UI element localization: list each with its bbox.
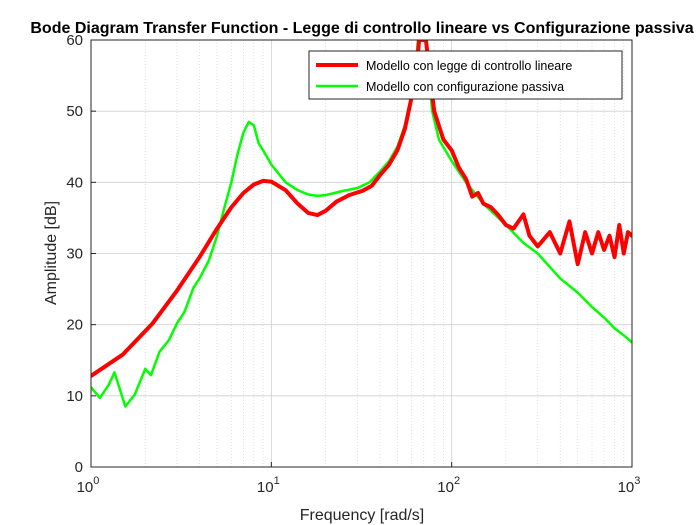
y-tick-label: 30 [66, 246, 83, 263]
y-tick-label: 20 [66, 317, 83, 334]
y-tick-label: 10 [66, 388, 83, 405]
chart-title: Bode Diagram Transfer Function - Legge d… [30, 20, 693, 37]
x-tick-label: 103 [618, 475, 641, 496]
x-tick-label: 100 [77, 475, 100, 496]
x-tick-label: 101 [257, 475, 280, 496]
y-tick-label: 0 [75, 459, 83, 476]
y-tick-label: 60 [66, 32, 83, 49]
x-tick-label: 102 [437, 475, 460, 496]
tick-labels: 0 10 20 30 40 50 60 100 101 102 103 [66, 32, 640, 496]
legend-label-passive: Modello con configurazione passiva [366, 80, 564, 94]
y-axis-label: Amplitude [dB] [43, 201, 60, 305]
legend-box [308, 50, 623, 100]
legend: Modello con legge di controllo lineare M… [308, 50, 623, 100]
legend-label-control: Modello con legge di controllo lineare [366, 59, 572, 73]
y-tick-label: 40 [66, 174, 83, 191]
x-axis-label: Frequency [rad/s] [300, 507, 425, 524]
y-tick-label: 50 [66, 103, 83, 120]
